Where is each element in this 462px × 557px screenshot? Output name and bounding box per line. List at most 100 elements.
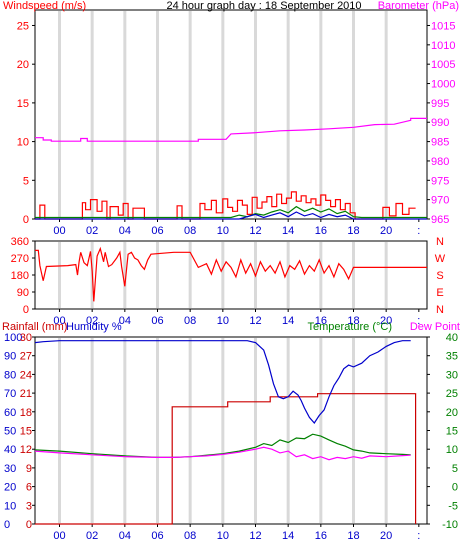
x-tick-label: 14 [282, 530, 294, 542]
y-right-tick-label: 975 [431, 175, 449, 187]
x-tick-label: 10 [217, 530, 229, 542]
temperature-tick-label: 5 [452, 463, 458, 475]
x-tick-label: 16 [315, 315, 327, 327]
rain-humidity-temperature-panel: 00 02 04 06 08 10 12 14 16 18 20:01020304050607080… [2, 321, 460, 542]
rainfall-tick-label: 21 [20, 388, 32, 400]
x-tick-label: 02 [86, 225, 98, 237]
barometer-axis-label: Barometer (hPa) [378, 0, 459, 12]
y-right-tick-label: 970 [431, 195, 449, 207]
temperature-tick-label: -10 [442, 519, 458, 531]
x-tick-label: 12 [249, 315, 261, 327]
y-right-tick-label: 965 [431, 214, 449, 226]
humidity-tick-label: 0 [4, 519, 10, 531]
x-tick-label: 10 [217, 225, 229, 237]
y-right-tick-label: 1000 [431, 79, 455, 91]
compass-letter: S [436, 270, 443, 282]
humidity-tick-label: 70 [4, 388, 16, 400]
y-left-tick-label: 15 [17, 98, 29, 110]
x-tick-label: 04 [119, 315, 131, 327]
barometer-line [35, 117, 427, 142]
temperature-tick-label: 15 [446, 426, 458, 438]
direction-tick-label: 360 [11, 236, 29, 248]
wind-barometer-panel: 00 02 04 06 08 10 12 14 16 18 20:05101520259659709… [3, 0, 459, 237]
x-tick-label: 18 [347, 225, 359, 237]
x-tick-label: 14 [282, 315, 294, 327]
compass-letter: N [436, 236, 444, 248]
humidity-tick-label: 20 [4, 482, 16, 494]
rainfall-tick-label: 30 [20, 332, 32, 344]
rainfall-tick-label: 27 [20, 351, 32, 363]
x-tick-label: 06 [151, 225, 163, 237]
x-tick-label: 02 [86, 315, 98, 327]
rainfall-tick-label: 3 [26, 500, 32, 512]
y-right-tick-label: 1015 [431, 20, 455, 32]
humidity-tick-label: 10 [4, 500, 16, 512]
x-tick-label: 06 [151, 315, 163, 327]
x-tick-label: 08 [184, 315, 196, 327]
x-tick-label: 12 [249, 530, 261, 542]
y-right-tick-label: 985 [431, 137, 449, 149]
x-tick-label: 00 [53, 315, 65, 327]
wind-average-line [35, 211, 427, 220]
humidity-tick-label: 100 [4, 332, 22, 344]
rainfall-tick-label: 18 [20, 407, 32, 419]
y-right-tick-label: 990 [431, 117, 449, 129]
y-left-tick-label: 5 [23, 175, 29, 187]
humidity-tick-label: 30 [4, 463, 16, 475]
x-tick-label: 02 [86, 530, 98, 542]
humidity-tick-label: 60 [4, 407, 16, 419]
wind-direction-line [35, 246, 427, 302]
humidity-line [34, 340, 411, 424]
temperature-tick-label: 30 [446, 369, 458, 381]
dew-point-line [34, 446, 411, 461]
x-tick-label: 18 [347, 315, 359, 327]
x-tick-label: : [417, 225, 420, 237]
rainfall-tick-label: 24 [20, 369, 32, 381]
direction-tick-label: 270 [11, 253, 29, 265]
compass-letter: E [436, 287, 443, 299]
x-tick-label: 20 [380, 530, 392, 542]
y-right-tick-label: 980 [431, 156, 449, 168]
humidity-tick-label: 80 [4, 369, 16, 381]
rainfall-tick-label: 12 [20, 444, 32, 456]
temperature-tick-label: 40 [446, 332, 458, 344]
plot-area [34, 240, 428, 310]
y-left-tick-label: 0 [23, 214, 29, 226]
temperature-tick-label: 25 [446, 388, 458, 400]
direction-tick-label: 0 [23, 304, 29, 316]
direction-tick-label: 90 [17, 287, 29, 299]
x-tick-label: 00 [53, 530, 65, 542]
temperature-tick-label: 35 [446, 351, 458, 363]
compass-letter: W [435, 253, 446, 265]
x-tick-label: 08 [184, 530, 196, 542]
temperature-tick-label: 20 [446, 407, 458, 419]
x-tick-label: 12 [249, 225, 261, 237]
x-tick-label: : [417, 530, 420, 542]
x-tick-label: 10 [217, 315, 229, 327]
humidity-tick-label: 90 [4, 351, 16, 363]
x-tick-label: 08 [184, 225, 196, 237]
temperature-tick-label: 10 [446, 444, 458, 456]
windspeed-axis-label: Windspeed (m/s) [3, 0, 86, 12]
compass-letter: N [436, 304, 444, 316]
y-right-tick-label: 1005 [431, 59, 455, 71]
plot-area [34, 9, 428, 220]
humidity-tick-label: 50 [4, 426, 16, 438]
rainfall-tick-label: 0 [26, 519, 32, 531]
rainfall-axis-label: Rainfall (mm) [2, 321, 67, 333]
humidity-axis-label: Humidity % [66, 321, 122, 333]
rainfall-tick-label: 6 [26, 482, 32, 494]
x-tick-label: : [417, 315, 420, 327]
direction-tick-label: 180 [11, 270, 29, 282]
temperature-tick-label: -5 [448, 500, 458, 512]
x-tick-label: 04 [119, 225, 131, 237]
y-right-tick-label: 995 [431, 98, 449, 110]
dew-point-axis-label: Dew Point [410, 321, 460, 333]
rainfall-tick-label: 15 [20, 426, 32, 438]
y-left-tick-label: 10 [17, 137, 29, 149]
y-right-tick-label: 1010 [431, 40, 455, 52]
chart-title: 24 hour graph day : 18 September 2010 [166, 0, 361, 12]
x-tick-label: 20 [380, 315, 392, 327]
x-tick-label: 16 [315, 530, 327, 542]
